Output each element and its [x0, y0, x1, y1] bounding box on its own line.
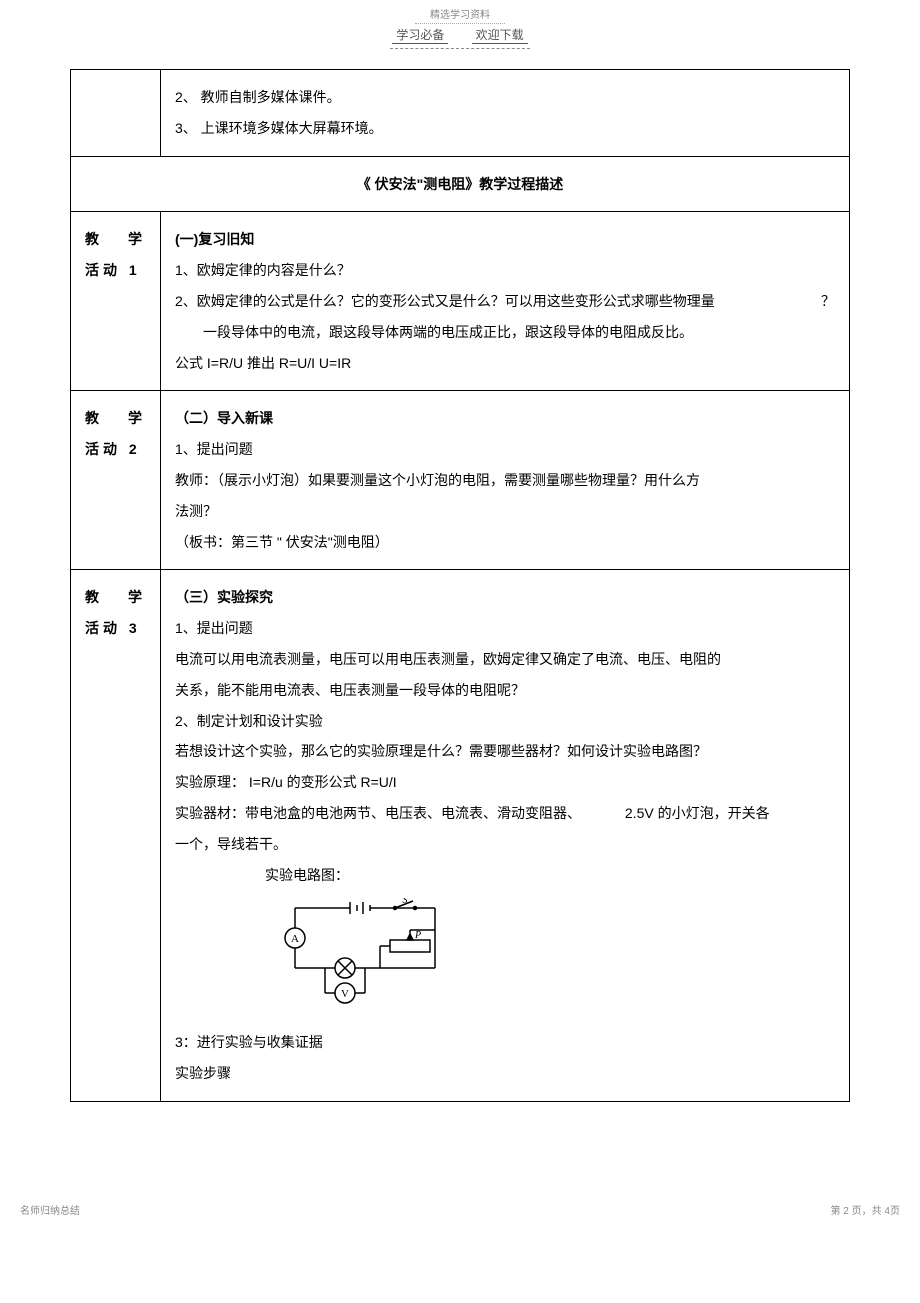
header-right: 欢迎下载: [472, 26, 528, 44]
header-sub: 学习必备 欢迎下载: [390, 24, 530, 49]
activity-1-line-3: 一段导体中的电流，跟这段导体两端的电压成正比，跟这段导体的电阻成反比。: [175, 317, 835, 348]
activity-3-line-7: 实验器材：带电池盒的电池两节、电压表、电流表、滑动变阻器、 2.5V 的小灯泡，…: [175, 798, 835, 829]
svg-text:V: V: [341, 988, 349, 1000]
activity-2-label: 教 学 活动 2: [71, 391, 161, 570]
page-footer: 名师归纳总结 第 2 页，共 4页: [0, 1202, 920, 1237]
activity-2-line-2: 教师：（展示小灯泡）如果要测量这个小灯泡的电阻，需要测量哪些物理量？用什么方: [175, 465, 835, 496]
prep-label-cell: [71, 70, 161, 157]
svg-text:P: P: [414, 930, 421, 941]
title-cell: 《 伏安法"测电阻》教学过程描述: [71, 156, 850, 212]
activity-3-content: （三）实验探究 1、提出问题 电流可以用电流表测量，电压可以用电压表测量，欧姆定…: [161, 570, 850, 1101]
activity-1-line-1: 1、欧姆定律的内容是什么？: [175, 255, 835, 286]
activity-3-line-6: 实验原理： I=R/u 的变形公式 R=U/I: [175, 767, 835, 798]
activity-3-line-4: 2、制定计划和设计实验: [175, 706, 835, 737]
header-top-text: 精选学习资料: [0, 0, 920, 23]
activity-3-line-3: 关系，能不能用电流表、电压表测量一段导体的电阻呢？: [175, 675, 835, 706]
activity-3-line-5: 若想设计这个实验，那么它的实验原理是什么？需要哪些器材？如何设计实验电路图？: [175, 736, 835, 767]
title-row: 《 伏安法"测电阻》教学过程描述: [71, 156, 850, 212]
prep-line-2: 3、 上课环境多媒体大屏幕环境。: [175, 113, 835, 144]
lesson-table: 2、 教师自制多媒体课件。 3、 上课环境多媒体大屏幕环境。 《 伏安法"测电阻…: [70, 69, 850, 1102]
svg-text:S: S: [403, 898, 408, 906]
activity-2-line-1: 1、提出问题: [175, 434, 835, 465]
activity-3-line-9: 实验电路图：: [175, 860, 835, 891]
activity-1-content: (一)复习旧知 1、欧姆定律的内容是什么？ 2、欧姆定律的公式是什么？它的变形公…: [161, 212, 850, 391]
activity-1-line-4: 公式 I=R/U 推出 R=U/I U=IR: [175, 348, 835, 379]
prep-row: 2、 教师自制多媒体课件。 3、 上课环境多媒体大屏幕环境。: [71, 70, 850, 157]
prep-content-cell: 2、 教师自制多媒体课件。 3、 上课环境多媒体大屏幕环境。: [161, 70, 850, 157]
activity-3-line-11: 实验步骤: [175, 1058, 835, 1089]
footer-right: 第 2 页，共 4页: [831, 1202, 900, 1217]
activity-3-line-2: 电流可以用电流表测量，电压可以用电压表测量，欧姆定律又确定了电流、电压、电阻的: [175, 644, 835, 675]
activity-3-line-8: 一个，导线若干。: [175, 829, 835, 860]
circuit-svg: A V S P: [275, 898, 455, 1008]
activity-1-label: 教 学 活动 1: [71, 212, 161, 391]
activity-2-heading: （二）导入新课: [175, 403, 835, 434]
activity-1-row: 教 学 活动 1 (一)复习旧知 1、欧姆定律的内容是什么？ 2、欧姆定律的公式…: [71, 212, 850, 391]
svg-text:A: A: [291, 933, 299, 945]
activity-3-heading: （三）实验探究: [175, 582, 835, 613]
header-left: 学习必备: [392, 26, 448, 44]
activity-1-heading: (一)复习旧知: [175, 224, 835, 255]
activity-3-row: 教 学 活动 3 （三）实验探究 1、提出问题 电流可以用电流表测量，电压可以用…: [71, 570, 850, 1101]
circuit-diagram: A V S P: [175, 898, 835, 1019]
activity-2-line-3: 法测？: [175, 496, 835, 527]
activity-3-line-10: 3：进行实验与收集证据: [175, 1027, 835, 1058]
activity-1-line-2: 2、欧姆定律的公式是什么？它的变形公式又是什么？可以用这些变形公式求哪些物理量 …: [175, 286, 835, 317]
activity-3-line-1: 1、提出问题: [175, 613, 835, 644]
activity-2-line-4: （板书：第三节 " 伏安法"测电阻）: [175, 527, 835, 558]
activity-3-label: 教 学 活动 3: [71, 570, 161, 1101]
activity-2-content: （二）导入新课 1、提出问题 教师：（展示小灯泡）如果要测量这个小灯泡的电阻，需…: [161, 391, 850, 570]
prep-line-1: 2、 教师自制多媒体课件。: [175, 82, 835, 113]
footer-left: 名师归纳总结: [20, 1202, 80, 1217]
activity-2-row: 教 学 活动 2 （二）导入新课 1、提出问题 教师：（展示小灯泡）如果要测量这…: [71, 391, 850, 570]
